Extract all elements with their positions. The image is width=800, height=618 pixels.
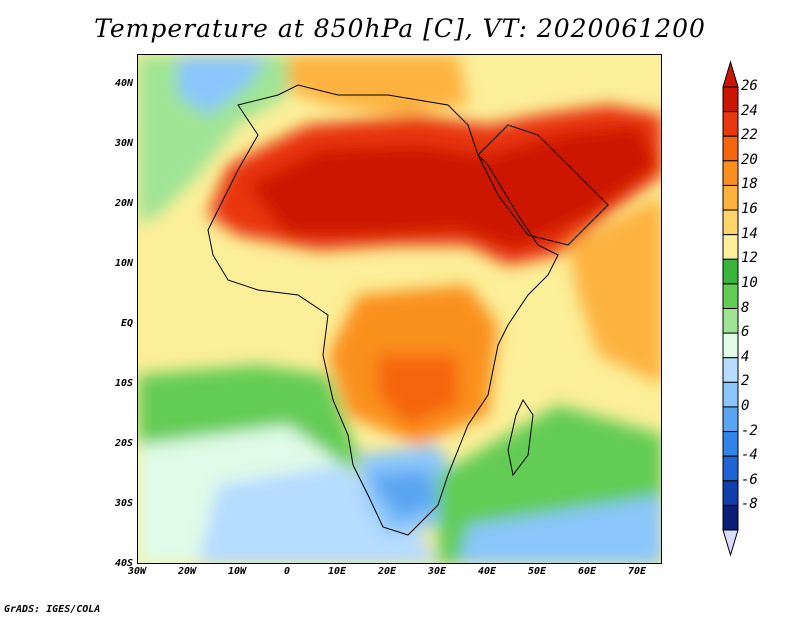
southern-congo — [378, 355, 458, 425]
colorbar-swatch — [722, 234, 739, 260]
colorbar-label: 6 — [741, 324, 750, 341]
colorbar-min-triangle — [722, 529, 739, 557]
credit-text: GrADS: IGES/COLA — [4, 604, 101, 615]
colorbar-swatch — [722, 184, 739, 211]
lat-tick-label: 30N — [114, 138, 133, 149]
lat-tick-label: 10S — [114, 378, 133, 389]
lon-tick-label: 20E — [377, 566, 397, 577]
colorbar-label: 24 — [741, 102, 758, 119]
coastlines — [207, 84, 609, 536]
mediterranean — [288, 55, 468, 115]
sahara-core — [248, 125, 658, 250]
lon-tick-label: 10E — [327, 566, 347, 577]
colorbar-swatch — [722, 308, 739, 334]
colorbar-label: -8 — [741, 496, 758, 513]
lon-tick-label: 10W — [227, 566, 247, 577]
lon-tick-label: 0 — [283, 566, 291, 577]
colorbar-label: 2 — [741, 373, 750, 390]
colorbar-swatch — [722, 480, 739, 506]
lat-tick-label: 20S — [114, 438, 133, 449]
lon-tick-label: 30W — [127, 566, 147, 577]
colorbar-swatch — [722, 86, 739, 113]
lon-tick-label: 60E — [577, 566, 597, 577]
south-africa-colder — [368, 470, 438, 520]
colorbar-swatch — [722, 431, 739, 457]
lon-tick-label: 70E — [627, 566, 647, 577]
lat-tick-label: 20N — [114, 198, 133, 209]
colorbar-label: 8 — [741, 299, 750, 316]
arabian-sea — [568, 196, 661, 385]
colorbar-label: -2 — [741, 422, 758, 439]
lat-tick-label: 30S — [114, 498, 133, 509]
colorbar-swatch — [722, 111, 739, 137]
colorbar-label: 18 — [741, 176, 758, 193]
colorbar-label: 14 — [741, 225, 758, 242]
lat-tick-label: 40N — [114, 78, 133, 89]
colorbar-max-triangle — [722, 60, 739, 88]
colorbar-label: 20 — [741, 151, 758, 168]
lon-tick-label: 50E — [527, 566, 547, 577]
colorbar-label: -4 — [741, 447, 758, 464]
lat-tick-label: 10N — [114, 258, 133, 269]
colorbar-label: 10 — [741, 274, 758, 291]
map-title: Temperature at 850hPa [C], VT: 202006120… — [94, 14, 706, 43]
colorbar-swatch — [722, 258, 739, 285]
north-atlantic-blue — [178, 55, 268, 115]
colorbar-swatch — [722, 209, 739, 236]
lon-tick-label: 20W — [177, 566, 197, 577]
lat-tick-label: EQ — [120, 318, 133, 329]
colorbar-swatch — [722, 135, 739, 162]
colorbar-swatch — [722, 381, 739, 408]
colorbar-swatch — [722, 332, 739, 359]
colorbar-label: -6 — [741, 471, 758, 488]
lon-tick-label: 30E — [427, 566, 447, 577]
colorbar-label: 26 — [741, 78, 758, 94]
indian-ocean-cold — [458, 495, 661, 563]
colorbar-swatch — [722, 283, 739, 309]
colorbar-swatch — [722, 160, 739, 186]
colorbar-swatch — [722, 406, 739, 433]
colorbar-label: 12 — [741, 250, 758, 267]
colorbar-swatch — [722, 357, 739, 383]
colorbar-label: 16 — [741, 201, 758, 218]
colorbar-label: 22 — [741, 127, 758, 144]
colorbar-label: 0 — [741, 397, 750, 414]
colorbar-swatch — [722, 504, 739, 531]
lat-tick-label: 40S — [114, 558, 133, 569]
temperature-field — [138, 55, 661, 563]
north-atlantic-cool — [138, 55, 298, 225]
colorbar-label: 4 — [741, 348, 750, 365]
colorbar-swatch — [722, 455, 739, 482]
lon-tick-label: 40E — [477, 566, 497, 577]
temperature-map — [137, 54, 662, 564]
